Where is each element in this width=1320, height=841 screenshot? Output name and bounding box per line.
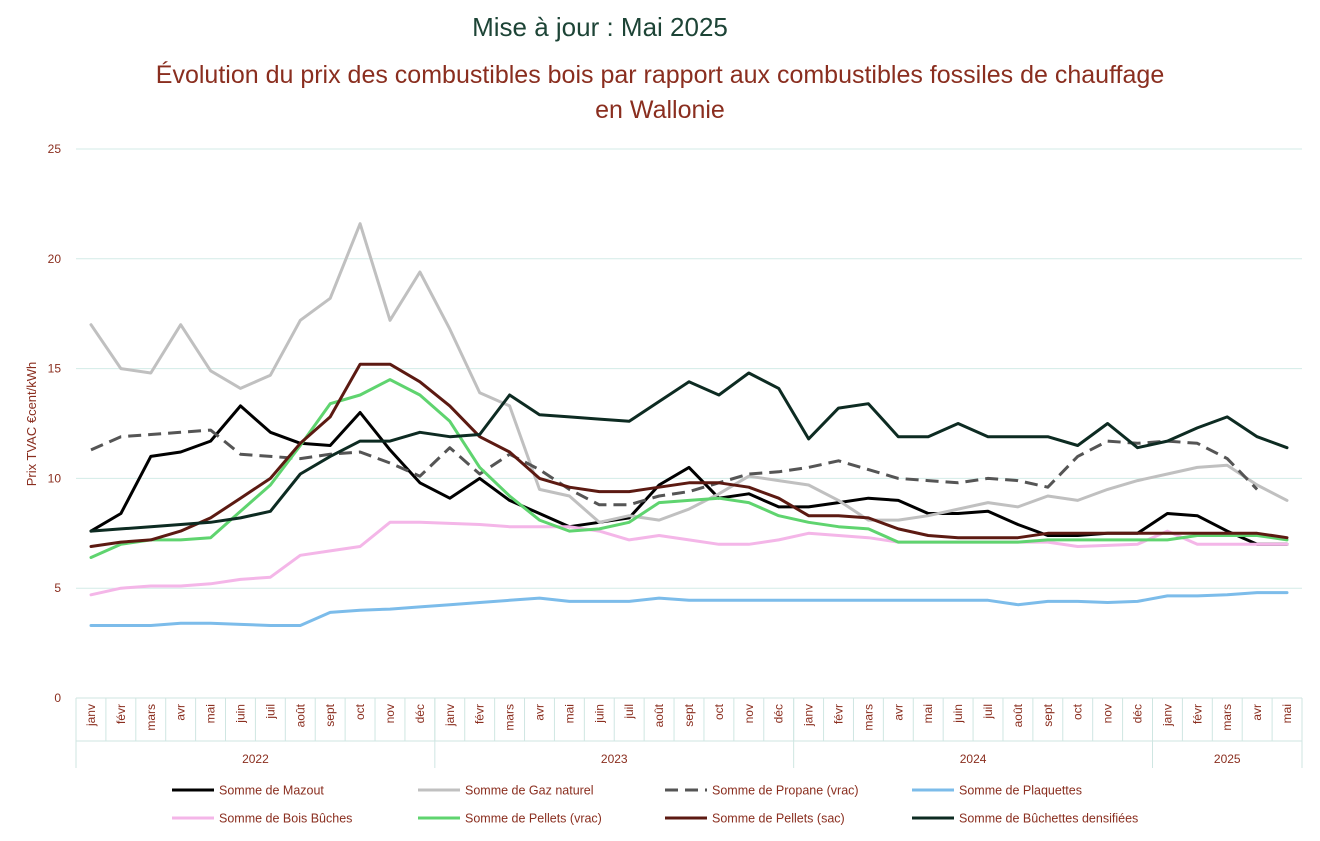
x-tick-label: juil <box>981 704 995 720</box>
x-tick-label: mai <box>562 704 576 723</box>
series-line <box>89 371 1289 533</box>
legend-label: Somme de Bûchettes densifiées <box>959 812 1138 826</box>
series-line <box>89 520 1289 597</box>
legend-label: Somme de Propane (vrac) <box>712 784 859 798</box>
legend-label: Somme de Plaquettes <box>959 784 1082 798</box>
x-tick-label: sept <box>323 703 337 726</box>
x-tick-label: avr <box>174 704 188 721</box>
y-tick-label: 20 <box>48 252 62 266</box>
x-tick-label: mars <box>861 704 875 731</box>
x-tick-label: nov <box>742 704 756 723</box>
legend-label: Somme de Pellets (sac) <box>712 812 845 826</box>
y-tick-label: 15 <box>48 362 62 376</box>
x-tick-label: déc <box>1131 704 1145 723</box>
x-tick-label: févr <box>832 704 846 724</box>
x-tick-label: mars <box>503 704 517 731</box>
x-tick-label: janv <box>84 704 98 727</box>
year-label: 2023 <box>601 752 628 766</box>
y-tick-label: 10 <box>48 471 62 485</box>
x-tick-label: févr <box>473 704 487 724</box>
x-tick-label: avr <box>1250 704 1264 721</box>
x-tick-label: avr <box>532 704 546 721</box>
x-tick-label: déc <box>772 704 786 723</box>
y-tick-label: 5 <box>54 581 61 595</box>
x-tick-label: déc <box>413 704 427 723</box>
year-label: 2024 <box>960 752 987 766</box>
x-tick-label: févr <box>114 704 128 724</box>
x-tick-label: août <box>293 703 307 727</box>
x-tick-label: août <box>652 703 666 727</box>
series-line <box>89 222 1289 524</box>
x-tick-label: sept <box>682 703 696 726</box>
x-tick-label: mars <box>144 704 158 731</box>
series-line <box>89 362 1289 548</box>
legend-label: Somme de Gaz naturel <box>465 784 594 798</box>
legend-label: Somme de Pellets (vrac) <box>465 812 602 826</box>
x-tick-label: janv <box>443 704 457 727</box>
x-tick-label: juin <box>233 704 247 724</box>
x-tick-label: mai <box>1280 704 1294 723</box>
year-label: 2025 <box>1214 752 1241 766</box>
x-tick-label: août <box>1011 703 1025 727</box>
series-line <box>89 591 1289 627</box>
x-tick-label: juil <box>263 704 277 720</box>
x-tick-label: nov <box>1101 704 1115 723</box>
x-tick-label: mai <box>921 704 935 723</box>
x-tick-label: oct <box>712 703 726 720</box>
legend-label: Somme de Bois Bûches <box>219 812 352 826</box>
x-axis: janv févr mars avr mai juin juil août sept oct nov… <box>75 697 1303 768</box>
series-line <box>89 378 1289 559</box>
y-tick-label: 25 <box>48 142 62 156</box>
x-tick-label: nov <box>383 704 397 723</box>
x-tick-label: sept <box>1041 703 1055 726</box>
x-tick-label: mars <box>1220 704 1234 731</box>
series-lines <box>89 222 1289 627</box>
x-tick-label: janv <box>1160 704 1174 727</box>
x-tick-label: avr <box>891 704 905 721</box>
x-tick-label: janv <box>802 704 816 727</box>
y-axis-label: Prix TVAC €cent/kWh <box>24 362 39 487</box>
x-tick-label: oct <box>1071 703 1085 720</box>
x-tick-label: juil <box>622 704 636 720</box>
series-line <box>90 428 1259 507</box>
x-tick-label: juin <box>592 704 606 724</box>
legend: Somme de Mazout Somme de Gaz naturel Somme… <box>172 784 1138 826</box>
x-tick-label: mai <box>204 704 218 723</box>
series-line <box>89 404 1289 546</box>
year-label: 2022 <box>242 752 269 766</box>
x-tick-label: juin <box>951 704 965 724</box>
x-tick-label: oct <box>353 703 367 720</box>
legend-label: Somme de Mazout <box>219 784 324 798</box>
y-tick-label: 0 <box>54 691 61 705</box>
y-axis: 0 5 10 15 20 25 <box>48 142 62 705</box>
x-tick-label: févr <box>1190 704 1204 724</box>
chart-title: Évolution du prix des combustibles bois … <box>155 61 1165 124</box>
update-date: Mise à jour : Mai 2025 <box>472 12 728 42</box>
